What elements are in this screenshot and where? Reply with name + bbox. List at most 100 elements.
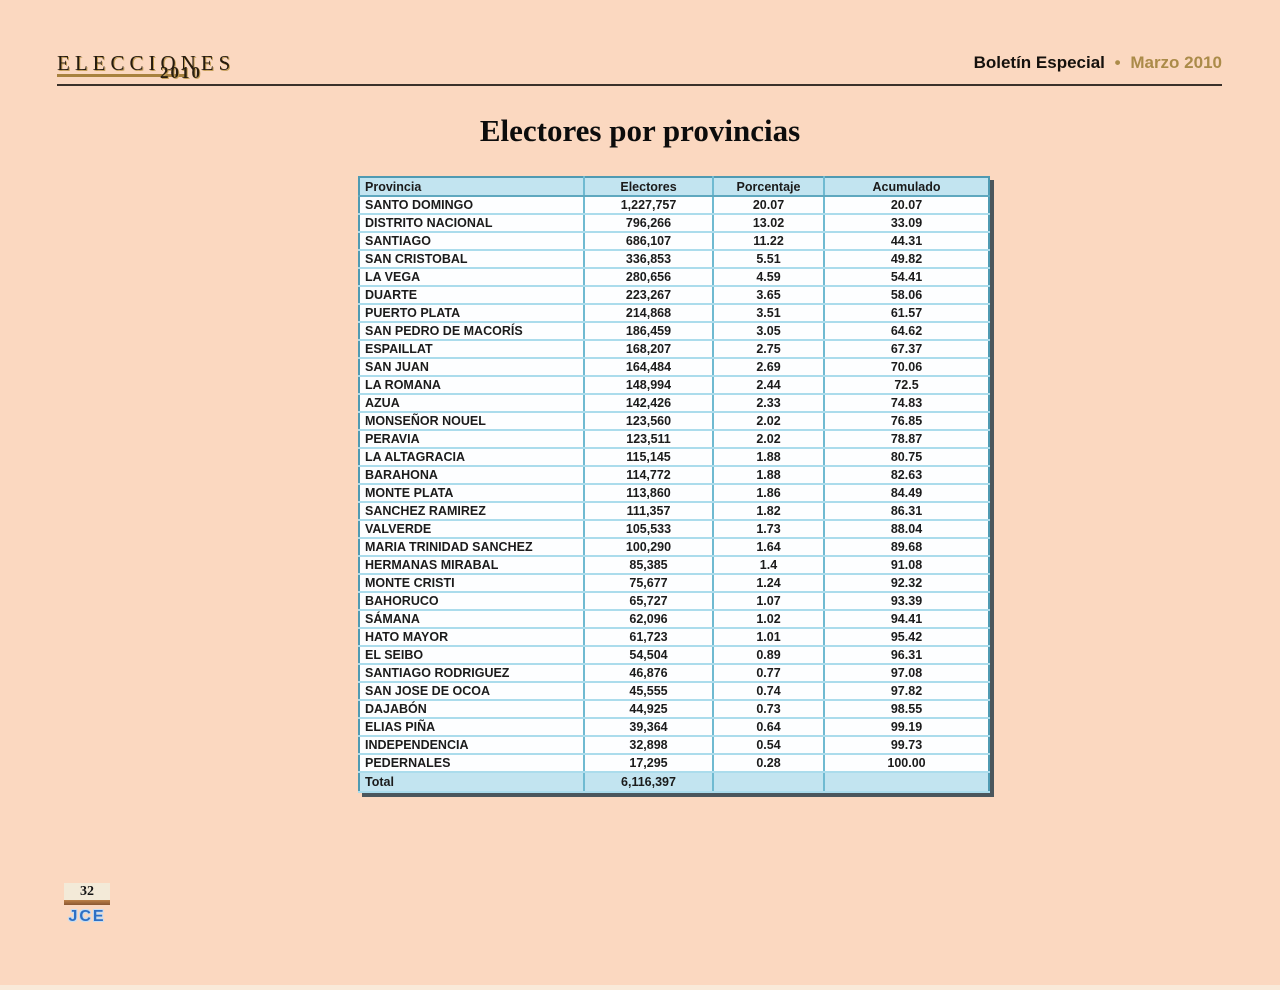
electores-cell: 100,290 (583, 538, 713, 557)
porcentaje-cell: 2.02 (712, 412, 824, 431)
table-row: LA ALTAGRACIA 115,145 1.88 80.75 (359, 448, 989, 467)
province-cell: HATO MAYOR (359, 628, 584, 647)
electores-cell: 62,096 (583, 610, 713, 629)
province-cell: SANCHEZ RAMIREZ (359, 502, 584, 521)
province-cell: ESPAILLAT (359, 340, 584, 359)
acumulado-cell: 82.63 (823, 466, 989, 485)
table-row: VALVERDE 105,533 1.73 88.04 (359, 520, 989, 539)
province-cell: SANTIAGO RODRIGUEZ (359, 664, 584, 683)
table-row: LA VEGA 280,656 4.59 54.41 (359, 268, 989, 287)
electores-cell: 214,868 (583, 304, 713, 323)
table-row: SAN CRISTOBAL 336,853 5.51 49.82 (359, 250, 989, 269)
porcentaje-cell: 0.77 (712, 664, 824, 683)
table-row: INDEPENDENCIA 32,898 0.54 99.73 (359, 736, 989, 755)
porcentaje-cell: 5.51 (712, 250, 824, 269)
acumulado-cell: 93.39 (823, 592, 989, 611)
table-row: PEDERNALES 17,295 0.28 100.00 (359, 754, 989, 773)
electores-cell: 796,266 (583, 214, 713, 233)
province-cell: SAN CRISTOBAL (359, 250, 584, 269)
electores-cell: 17,295 (583, 754, 713, 773)
table-row: SAN JOSE DE OCOA 45,555 0.74 97.82 (359, 682, 989, 701)
page-bottom-edge (0, 985, 1280, 990)
electores-cell: 686,107 (583, 232, 713, 251)
acumulado-cell: 88.04 (823, 520, 989, 539)
table-row: HERMANAS MIRABAL 85,385 1.4 91.08 (359, 556, 989, 575)
page-title: Electores por provincias (479, 113, 801, 148)
bullet-separator: • (1114, 53, 1121, 72)
province-cell: SANTO DOMINGO (359, 196, 584, 215)
electores-cell: 168,207 (583, 340, 713, 359)
acumulado-cell: 61.57 (823, 304, 989, 323)
electores-cell: 105,533 (583, 520, 713, 539)
table-row: SANTIAGO 686,107 11.22 44.31 (359, 232, 989, 251)
electores-cell: 223,267 (583, 286, 713, 305)
acumulado-cell: 84.49 (823, 484, 989, 503)
acumulado-cell: 67.37 (823, 340, 989, 359)
province-cell: BARAHONA (359, 466, 584, 485)
porcentaje-cell: 1.86 (712, 484, 824, 503)
porcentaje-cell: 1.64 (712, 538, 824, 557)
electores-cell: 61,723 (583, 628, 713, 647)
total-acumulado-cell (823, 772, 989, 793)
province-cell: SÁMANA (359, 610, 584, 629)
column-header-acumulado: Acumulado (823, 177, 989, 197)
electores-cell: 186,459 (583, 322, 713, 341)
acumulado-cell: 96.31 (823, 646, 989, 665)
porcentaje-cell: 0.64 (712, 718, 824, 737)
acumulado-cell: 99.19 (823, 718, 989, 737)
province-cell: MARIA TRINIDAD SANCHEZ (359, 538, 584, 557)
porcentaje-cell: 3.05 (712, 322, 824, 341)
table-row: MONSEÑOR NOUEL 123,560 2.02 76.85 (359, 412, 989, 431)
province-cell: AZUA (359, 394, 584, 413)
acumulado-cell: 54.41 (823, 268, 989, 287)
province-cell: DISTRITO NACIONAL (359, 214, 584, 233)
porcentaje-cell: 1.88 (712, 448, 824, 467)
province-cell: HERMANAS MIRABAL (359, 556, 584, 575)
electores-cell: 111,357 (583, 502, 713, 521)
electores-cell: 148,994 (583, 376, 713, 395)
acumulado-cell: 86.31 (823, 502, 989, 521)
province-cell: INDEPENDENCIA (359, 736, 584, 755)
acumulado-cell: 49.82 (823, 250, 989, 269)
porcentaje-cell: 1.82 (712, 502, 824, 521)
porcentaje-cell: 3.51 (712, 304, 824, 323)
total-label-cell: Total (359, 772, 584, 793)
electores-cell: 45,555 (583, 682, 713, 701)
porcentaje-cell: 2.44 (712, 376, 824, 395)
logo-underline (57, 74, 185, 77)
electores-cell: 280,656 (583, 268, 713, 287)
column-header-provincia: Provincia (359, 177, 584, 197)
acumulado-cell: 70.06 (823, 358, 989, 377)
column-header-electores: Electores (583, 177, 713, 197)
table-row: MONTE PLATA 113,860 1.86 84.49 (359, 484, 989, 503)
porcentaje-cell: 1.73 (712, 520, 824, 539)
porcentaje-cell: 2.75 (712, 340, 824, 359)
acumulado-cell: 74.83 (823, 394, 989, 413)
electors-by-province-table: Provincia Electores Porcentaje Acumulado… (358, 176, 990, 793)
bulletin-name: Boletín Especial (973, 53, 1105, 72)
province-cell: DAJABÓN (359, 700, 584, 719)
porcentaje-cell: 13.02 (712, 214, 824, 233)
acumulado-cell: 20.07 (823, 196, 989, 215)
table-row: PUERTO PLATA 214,868 3.51 61.57 (359, 304, 989, 323)
acumulado-cell: 78.87 (823, 430, 989, 449)
porcentaje-cell: 1.24 (712, 574, 824, 593)
province-cell: VALVERDE (359, 520, 584, 539)
province-cell: MONTE CRISTI (359, 574, 584, 593)
jce-logo: JCE (68, 908, 106, 925)
elecciones-2010-logo: ELECCIONES 2010 (57, 51, 236, 85)
logo-title: ELECCIONES (57, 51, 236, 75)
bulletin-date: Marzo 2010 (1130, 53, 1222, 72)
electores-cell: 54,504 (583, 646, 713, 665)
province-cell: SAN PEDRO DE MACORÍS (359, 322, 584, 341)
acumulado-cell: 72.5 (823, 376, 989, 395)
electores-cell: 32,898 (583, 736, 713, 755)
electors-table-container: Provincia Electores Porcentaje Acumulado… (358, 176, 990, 793)
header-rule (57, 84, 1222, 86)
column-header-porcentaje: Porcentaje (712, 177, 824, 197)
acumulado-cell: 92.32 (823, 574, 989, 593)
table-row: SAN JUAN 164,484 2.69 70.06 (359, 358, 989, 377)
porcentaje-cell: 2.33 (712, 394, 824, 413)
table-row: SANTIAGO RODRIGUEZ 46,876 0.77 97.08 (359, 664, 989, 683)
province-cell: LA VEGA (359, 268, 584, 287)
